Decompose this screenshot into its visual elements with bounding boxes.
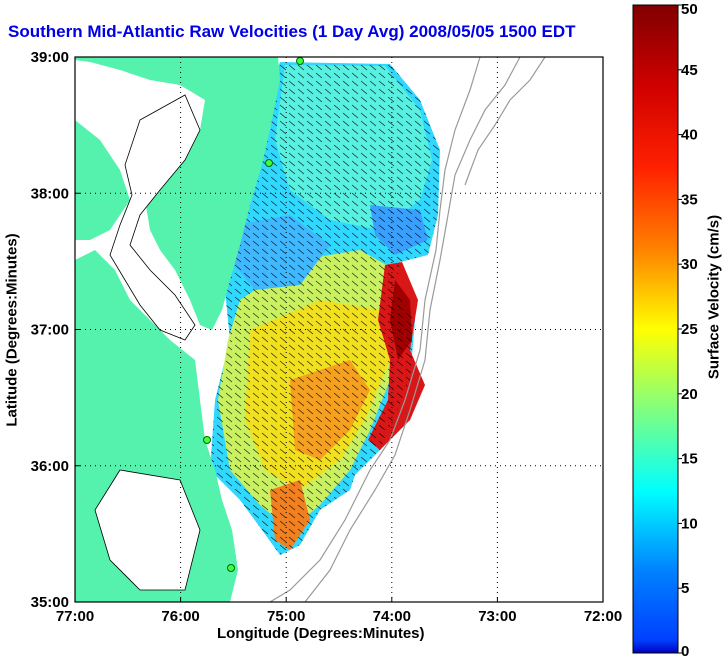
radar-site-marker — [227, 564, 235, 572]
velocity-vectors — [210, 62, 440, 555]
y-tick-label: 35:00 — [31, 594, 69, 611]
y-axis-ticks: 35:00 36:00 37:00 38:00 39:00 — [31, 49, 80, 611]
x-tick-label: 77:00 — [56, 608, 94, 625]
grid-lines — [75, 57, 603, 602]
y-tick-label: 39:00 — [31, 49, 69, 66]
colorbar-tick-label: 10 — [681, 515, 698, 532]
colorbar — [632, 4, 679, 654]
radar-sites — [203, 57, 304, 572]
colorbar-tick-label: 40 — [681, 127, 698, 144]
x-tick-label: 73:00 — [478, 608, 516, 625]
colorbar-tick-label: 0 — [681, 643, 689, 659]
radar-site-marker — [265, 159, 273, 167]
y-tick-label: 37:00 — [31, 322, 69, 339]
radar-site-marker — [203, 436, 211, 444]
y-axis-label: Latitude (Degrees:Minutes) — [3, 233, 21, 427]
radar-site-marker — [296, 57, 304, 65]
virginia-mainland-north — [75, 120, 130, 240]
colorbar-tick-label: 5 — [681, 580, 689, 597]
colorbar-tick-label: 35 — [681, 191, 698, 208]
x-tick-label: 72:00 — [584, 608, 622, 625]
x-tick-label: 75:00 — [267, 608, 305, 625]
x-tick-label: 74:00 — [373, 608, 411, 625]
colorbar-ticks: 0 5 10 15 20 25 30 35 40 45 50 — [678, 1, 698, 659]
bathymetry-contours — [269, 57, 546, 602]
colorbar-tick-label: 25 — [681, 321, 698, 338]
colorbar-tick-label: 45 — [681, 62, 698, 79]
bathymetry-contour-2 — [304, 57, 521, 602]
colorbar-tick-label: 20 — [681, 386, 698, 403]
x-axis-label: Longitude (Degrees:Minutes) — [217, 625, 425, 642]
y-tick-label: 38:00 — [31, 185, 69, 202]
chart-title: Southern Mid-Atlantic Raw Velocities (1 … — [8, 22, 576, 41]
pamlico-sound — [94, 469, 201, 591]
bathymetry-contour-1 — [269, 57, 481, 602]
x-tick-label: 76:00 — [161, 608, 199, 625]
bathymetry-contour-3 — [464, 57, 546, 186]
land-masses — [75, 57, 280, 602]
colorbar-tick-label: 30 — [681, 256, 698, 273]
y-tick-label: 36:00 — [31, 458, 69, 475]
colorbar-tick-label: 15 — [681, 451, 698, 468]
colorbar-label: Surface Velocity (cm/s) — [705, 214, 723, 380]
colorbar-tick-label: 50 — [681, 1, 698, 18]
delmarva-peninsula — [75, 57, 280, 330]
chesapeake-bay — [109, 94, 201, 341]
x-axis-ticks: 77:00 76:00 75:00 74:00 73:00 72:00 — [56, 597, 622, 625]
